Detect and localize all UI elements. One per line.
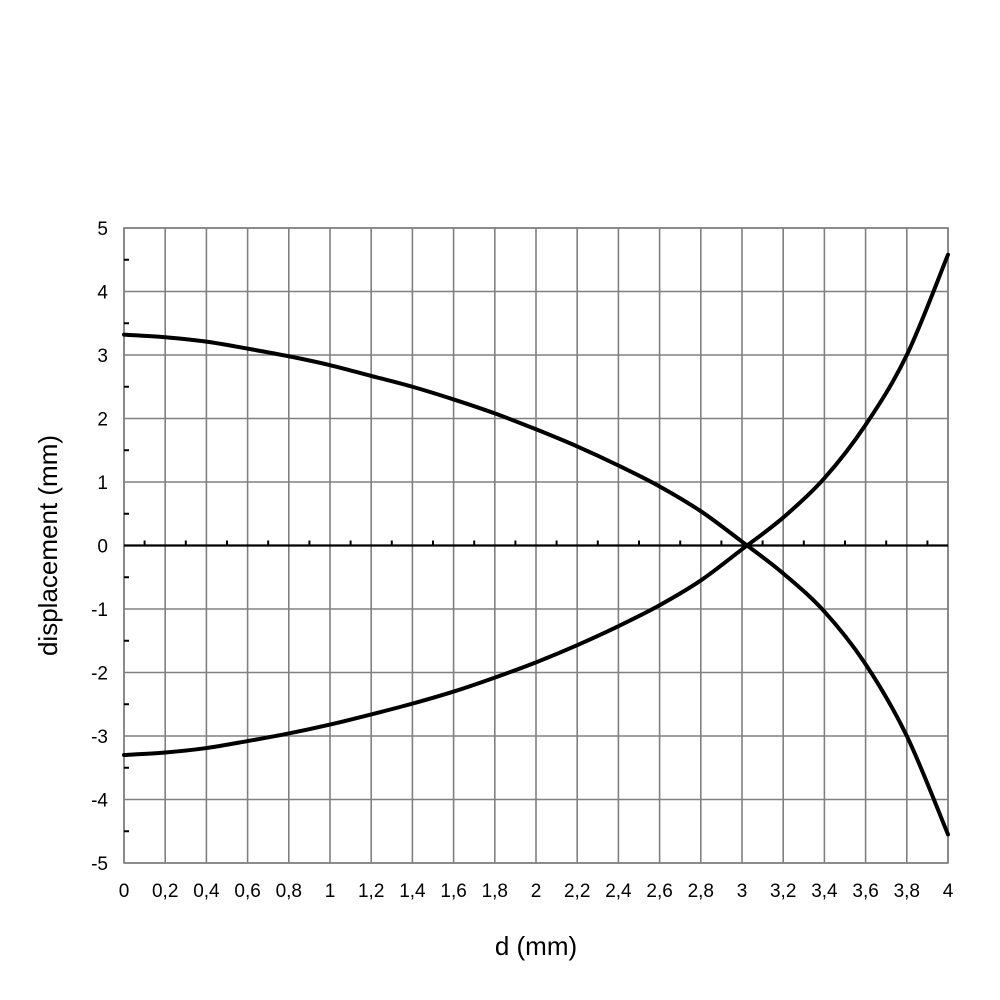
x-tick-label-3: 0,6 — [234, 881, 260, 902]
x-tick-label-17: 3,4 — [811, 881, 838, 902]
series-line-1 — [122, 252, 950, 758]
x-tick-label-8: 1,6 — [440, 881, 466, 902]
y-tick-label-4: 1 — [97, 473, 108, 494]
x-tick-label-11: 2,2 — [564, 881, 590, 902]
x-tick-label-2: 0,4 — [193, 881, 220, 902]
x-tick-label-7: 1,4 — [399, 881, 426, 902]
minor-ticks — [124, 258, 929, 833]
y-tick-labels: 5 4 3 2 1 0 -1 -2 -3 -4 -5 — [91, 219, 108, 875]
x-tick-label-5: 1 — [325, 881, 336, 902]
x-tick-label-6: 1,2 — [358, 881, 384, 902]
x-tick-label-9: 1,8 — [482, 881, 508, 902]
x-tick-label-13: 2,6 — [646, 881, 672, 902]
y-tick-label-9: -4 — [91, 791, 108, 812]
x-tick-label-12: 2,4 — [605, 881, 632, 902]
y-tick-label-7: -2 — [91, 664, 108, 685]
x-tick-label-1: 0,2 — [152, 881, 178, 902]
x-tick-label-19: 3,8 — [894, 881, 920, 902]
series-line-0 — [122, 332, 950, 837]
y-tick-label-10: -5 — [91, 854, 108, 875]
x-tick-label-4: 0,8 — [276, 881, 302, 902]
y-axis-title: displacement (mm) — [33, 435, 63, 656]
x-tick-label-0: 0 — [119, 881, 130, 902]
y-tick-label-0: 5 — [97, 219, 108, 240]
y-tick-label-2: 3 — [97, 346, 108, 367]
x-axis-title: d (mm) — [495, 931, 577, 961]
y-tick-label-3: 2 — [97, 410, 108, 431]
y-tick-label-1: 4 — [97, 283, 108, 304]
x-tick-label-16: 3,2 — [770, 881, 796, 902]
x-tick-labels: 0 0,2 0,4 0,6 0,8 1 1,2 1,4 1,6 1,8 2 2,2 2,4 2,6 2,8 3… — [119, 881, 954, 902]
x-tick-label-14: 2,8 — [688, 881, 714, 902]
y-tick-label-5: 0 — [97, 537, 108, 558]
y-tick-label-8: -3 — [91, 727, 108, 748]
x-tick-label-10: 2 — [531, 881, 542, 902]
x-tick-label-15: 3 — [737, 881, 748, 902]
series — [122, 252, 950, 837]
x-tick-label-20: 4 — [943, 881, 954, 902]
x-tick-label-18: 3,6 — [852, 881, 878, 902]
y-tick-label-6: -1 — [91, 600, 108, 621]
